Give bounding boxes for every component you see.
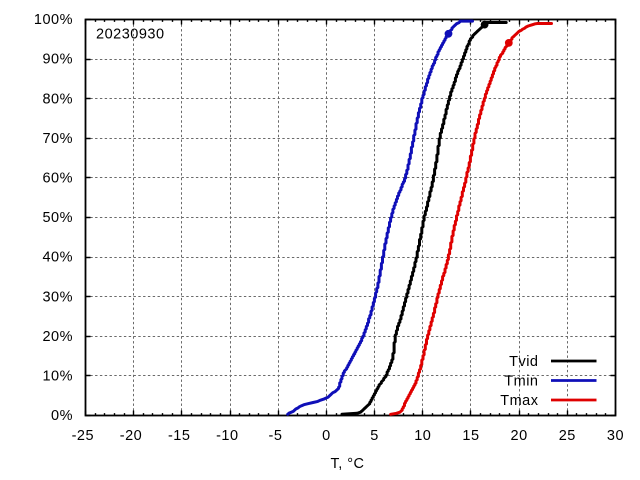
svg-text:25: 25 (559, 428, 576, 444)
svg-text:0: 0 (322, 428, 331, 444)
svg-text:T, °C: T, °C (330, 456, 364, 472)
svg-text:-5: -5 (269, 428, 283, 444)
svg-text:60%: 60% (42, 171, 73, 187)
svg-text:5: 5 (370, 428, 379, 444)
svg-text:-15: -15 (168, 428, 190, 444)
svg-text:30%: 30% (42, 289, 73, 305)
svg-text:-20: -20 (120, 428, 142, 444)
svg-text:10: 10 (414, 428, 431, 444)
svg-text:90%: 90% (42, 52, 73, 68)
svg-text:50%: 50% (42, 210, 73, 226)
svg-text:Tmin: Tmin (504, 374, 538, 390)
svg-text:70%: 70% (42, 131, 73, 147)
svg-text:-10: -10 (216, 428, 238, 444)
svg-text:15: 15 (462, 428, 479, 444)
svg-text:-25: -25 (72, 428, 94, 444)
svg-text:10%: 10% (42, 369, 73, 385)
svg-text:20230930: 20230930 (96, 27, 165, 43)
svg-text:Tmax: Tmax (500, 393, 539, 409)
svg-text:20: 20 (511, 428, 528, 444)
svg-text:40%: 40% (42, 250, 73, 266)
svg-text:80%: 80% (42, 91, 73, 107)
svg-text:30: 30 (607, 428, 624, 444)
svg-text:Tvid: Tvid (509, 354, 538, 370)
svg-text:100%: 100% (34, 12, 73, 28)
svg-text:20%: 20% (42, 329, 73, 345)
svg-text:0%: 0% (51, 408, 73, 424)
